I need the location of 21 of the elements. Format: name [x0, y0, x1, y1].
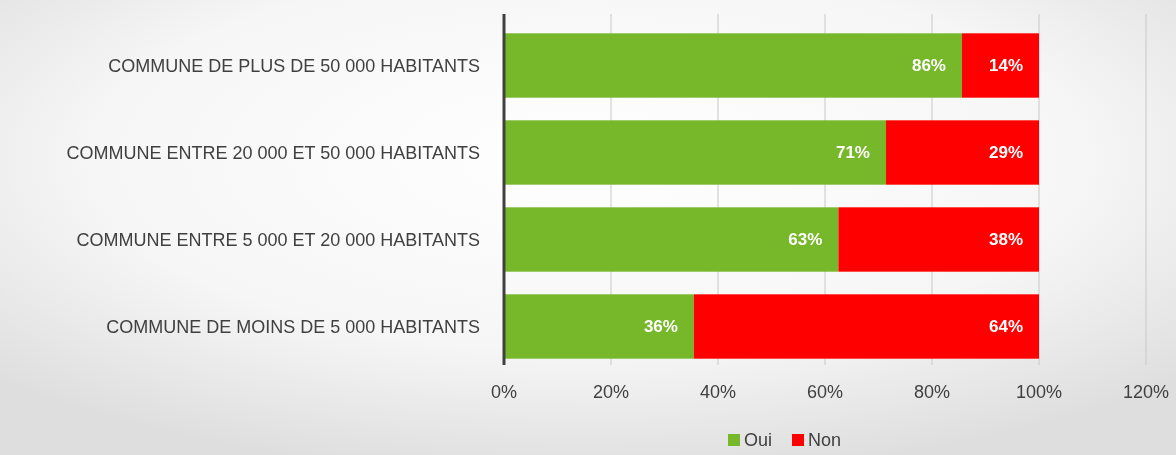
data-label: 38%: [988, 230, 1023, 250]
data-label: 63%: [788, 230, 823, 250]
y-tick-label: COMMUNE DE PLUS DE 50 000 HABITANTS: [108, 55, 480, 76]
data-label: 36%: [643, 317, 678, 337]
y-tick-label: COMMUNE DE MOINS DE 5 000 HABITANTS: [106, 316, 480, 337]
data-label: 29%: [988, 143, 1023, 163]
x-tick-label: 60%: [806, 382, 844, 402]
legend-label: Non: [808, 430, 842, 450]
y-tick-label: COMMUNE ENTRE 20 000 ET 50 000 HABITANTS: [66, 142, 480, 163]
y-tick-label: COMMUNE ENTRE 5 000 ET 20 000 HABITANTS: [76, 229, 480, 250]
data-label: 71%: [835, 143, 870, 163]
x-tick-label: 20%: [592, 382, 630, 402]
x-tick-label: 120%: [1122, 382, 1170, 402]
x-tick-label: 0%: [490, 382, 518, 402]
x-tick-label: 100%: [1015, 382, 1063, 402]
data-label: 64%: [988, 317, 1023, 337]
x-tick-label: 40%: [699, 382, 737, 402]
x-tick-label: 80%: [913, 382, 951, 402]
legend-label: Oui: [744, 430, 773, 450]
data-label: 86%: [911, 56, 946, 76]
data-label: 14%: [988, 56, 1023, 76]
